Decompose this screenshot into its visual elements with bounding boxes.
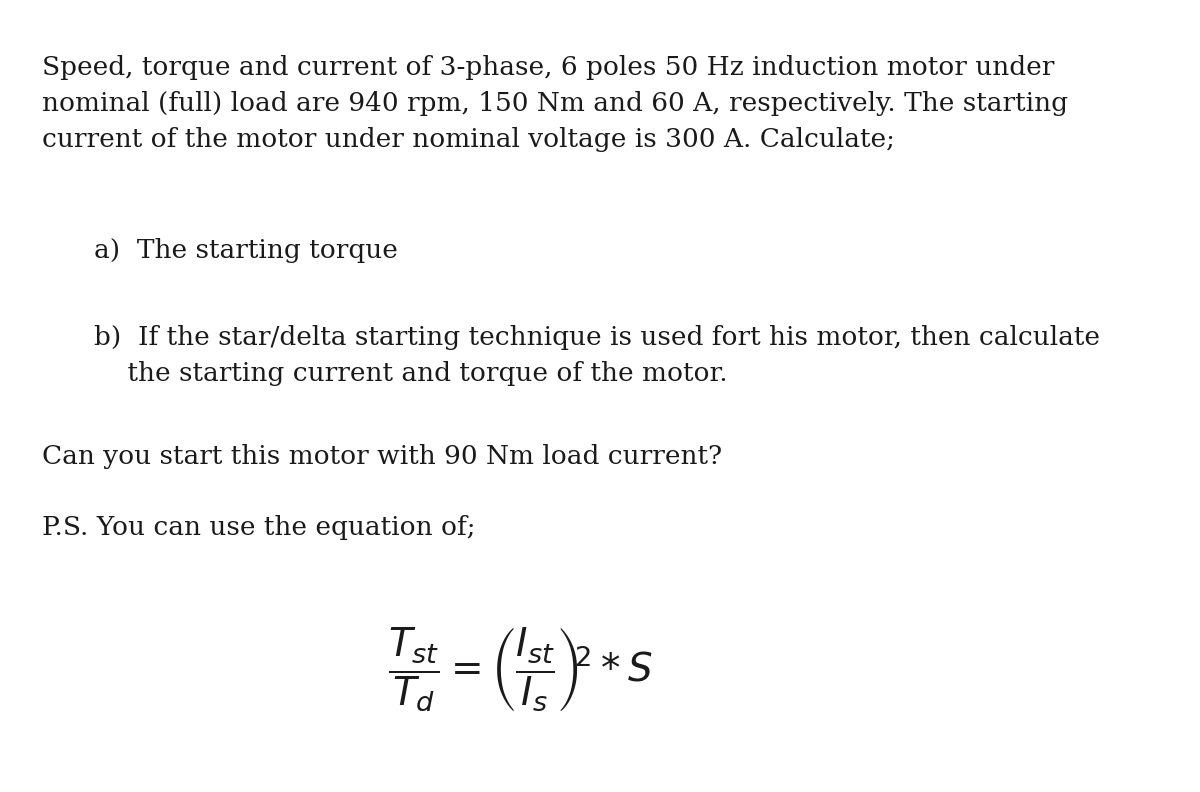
Text: P.S. You can use the equation of;: P.S. You can use the equation of; — [42, 515, 475, 540]
Text: Can you start this motor with 90 Nm load current?: Can you start this motor with 90 Nm load… — [42, 444, 721, 469]
Text: $\dfrac{T_{st}}{T_d} = \left(\dfrac{I_{st}}{I_s}\right)^{\!\!2} * S$: $\dfrac{T_{st}}{T_d} = \left(\dfrac{I_{s… — [388, 625, 653, 713]
Text: b)  If the star/delta starting technique is used fort his motor, then calculate
: b) If the star/delta starting technique … — [94, 325, 1099, 386]
Text: Speed, torque and current of 3-phase, 6 poles 50 Hz induction motor under
nomina: Speed, torque and current of 3-phase, 6 … — [42, 55, 1068, 152]
Text: a)  The starting torque: a) The starting torque — [94, 238, 397, 263]
